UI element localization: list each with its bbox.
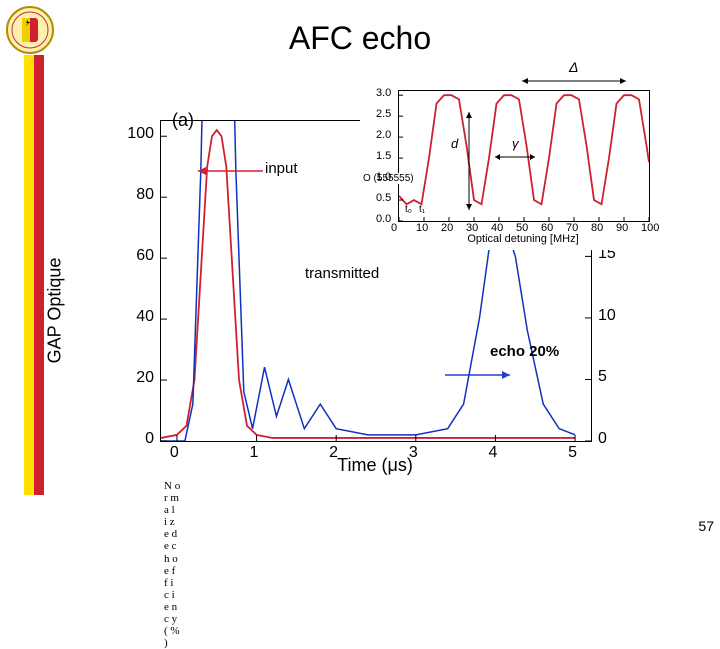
inset-x-tick: 40: [491, 222, 503, 234]
yleft-tick: 100: [114, 125, 154, 143]
gamma-label: γ: [512, 136, 519, 151]
input-label: input: [265, 160, 298, 177]
inset-frame: Δ d γ O (555555) t₀ t₁: [398, 90, 650, 222]
inset-x-tick: 90: [616, 222, 628, 234]
inset-x-tick: 50: [516, 222, 528, 234]
inset-x-tick: 80: [591, 222, 603, 234]
delta-label: Δ: [569, 59, 578, 75]
inset-x-tick: 10: [416, 222, 428, 234]
x-tick: 0: [170, 444, 179, 462]
inset-x-label: Optical detuning [MHz]: [398, 233, 648, 245]
gamma-arrow: [491, 151, 539, 163]
inset-x-tick: 30: [466, 222, 478, 234]
inset-x-tick: 60: [541, 222, 553, 234]
transmitted-label: transmitted: [305, 265, 379, 282]
t1-label: t₁: [419, 204, 425, 215]
yleft-tick: 80: [114, 186, 154, 204]
slide-title: AFC echo: [0, 20, 720, 57]
arrow-input: [188, 165, 263, 177]
x-tick: 5: [568, 444, 577, 462]
delta-arrow: [514, 73, 634, 89]
yright-tick: 5: [598, 368, 607, 386]
inset-y-tick: 1.0: [376, 171, 391, 183]
yleft-tick: 40: [114, 308, 154, 326]
yright-tick: 10: [598, 307, 616, 325]
inset-y-tick: 1.5: [376, 150, 391, 162]
stripe-decoration: [24, 55, 44, 495]
t0-label: t₀: [405, 204, 412, 215]
yleft-tick: 0: [114, 430, 154, 448]
x-tick: 4: [488, 444, 497, 462]
yleft-tick: 20: [114, 369, 154, 387]
x-tick: 3: [409, 444, 418, 462]
echo-label: echo 20%: [490, 343, 559, 360]
stray-yaxis-text: N o r m a l i z e d e c h o e f f i c i …: [164, 480, 180, 649]
x-axis-label: Time (μs): [160, 455, 590, 476]
d-arrow: [462, 106, 476, 216]
inset-x-tick: 20: [441, 222, 453, 234]
x-tick: 1: [250, 444, 259, 462]
inset-x-tick: 70: [566, 222, 578, 234]
inset-y-tick: 2.5: [376, 108, 391, 120]
inset-y-tick: 0.5: [376, 192, 391, 204]
inset-x-tick: 100: [641, 222, 659, 234]
x-tick: 2: [329, 444, 338, 462]
inset-y-tick: 3.0: [376, 87, 391, 99]
page-number: 57: [698, 518, 714, 534]
inset-chart: Δ d γ O (555555) t₀ t₁ Optical detuning …: [360, 85, 660, 250]
yright-tick: 0: [598, 430, 607, 448]
arrow-echo: [445, 368, 520, 382]
inset-x-tick: 0: [391, 222, 397, 234]
inset-y-tick: 2.0: [376, 129, 391, 141]
yleft-tick: 60: [114, 247, 154, 265]
inset-y-tick: 0.0: [376, 213, 391, 225]
d-label: d: [451, 136, 458, 151]
sidebar-lab-name: GAP Optique: [44, 258, 65, 364]
